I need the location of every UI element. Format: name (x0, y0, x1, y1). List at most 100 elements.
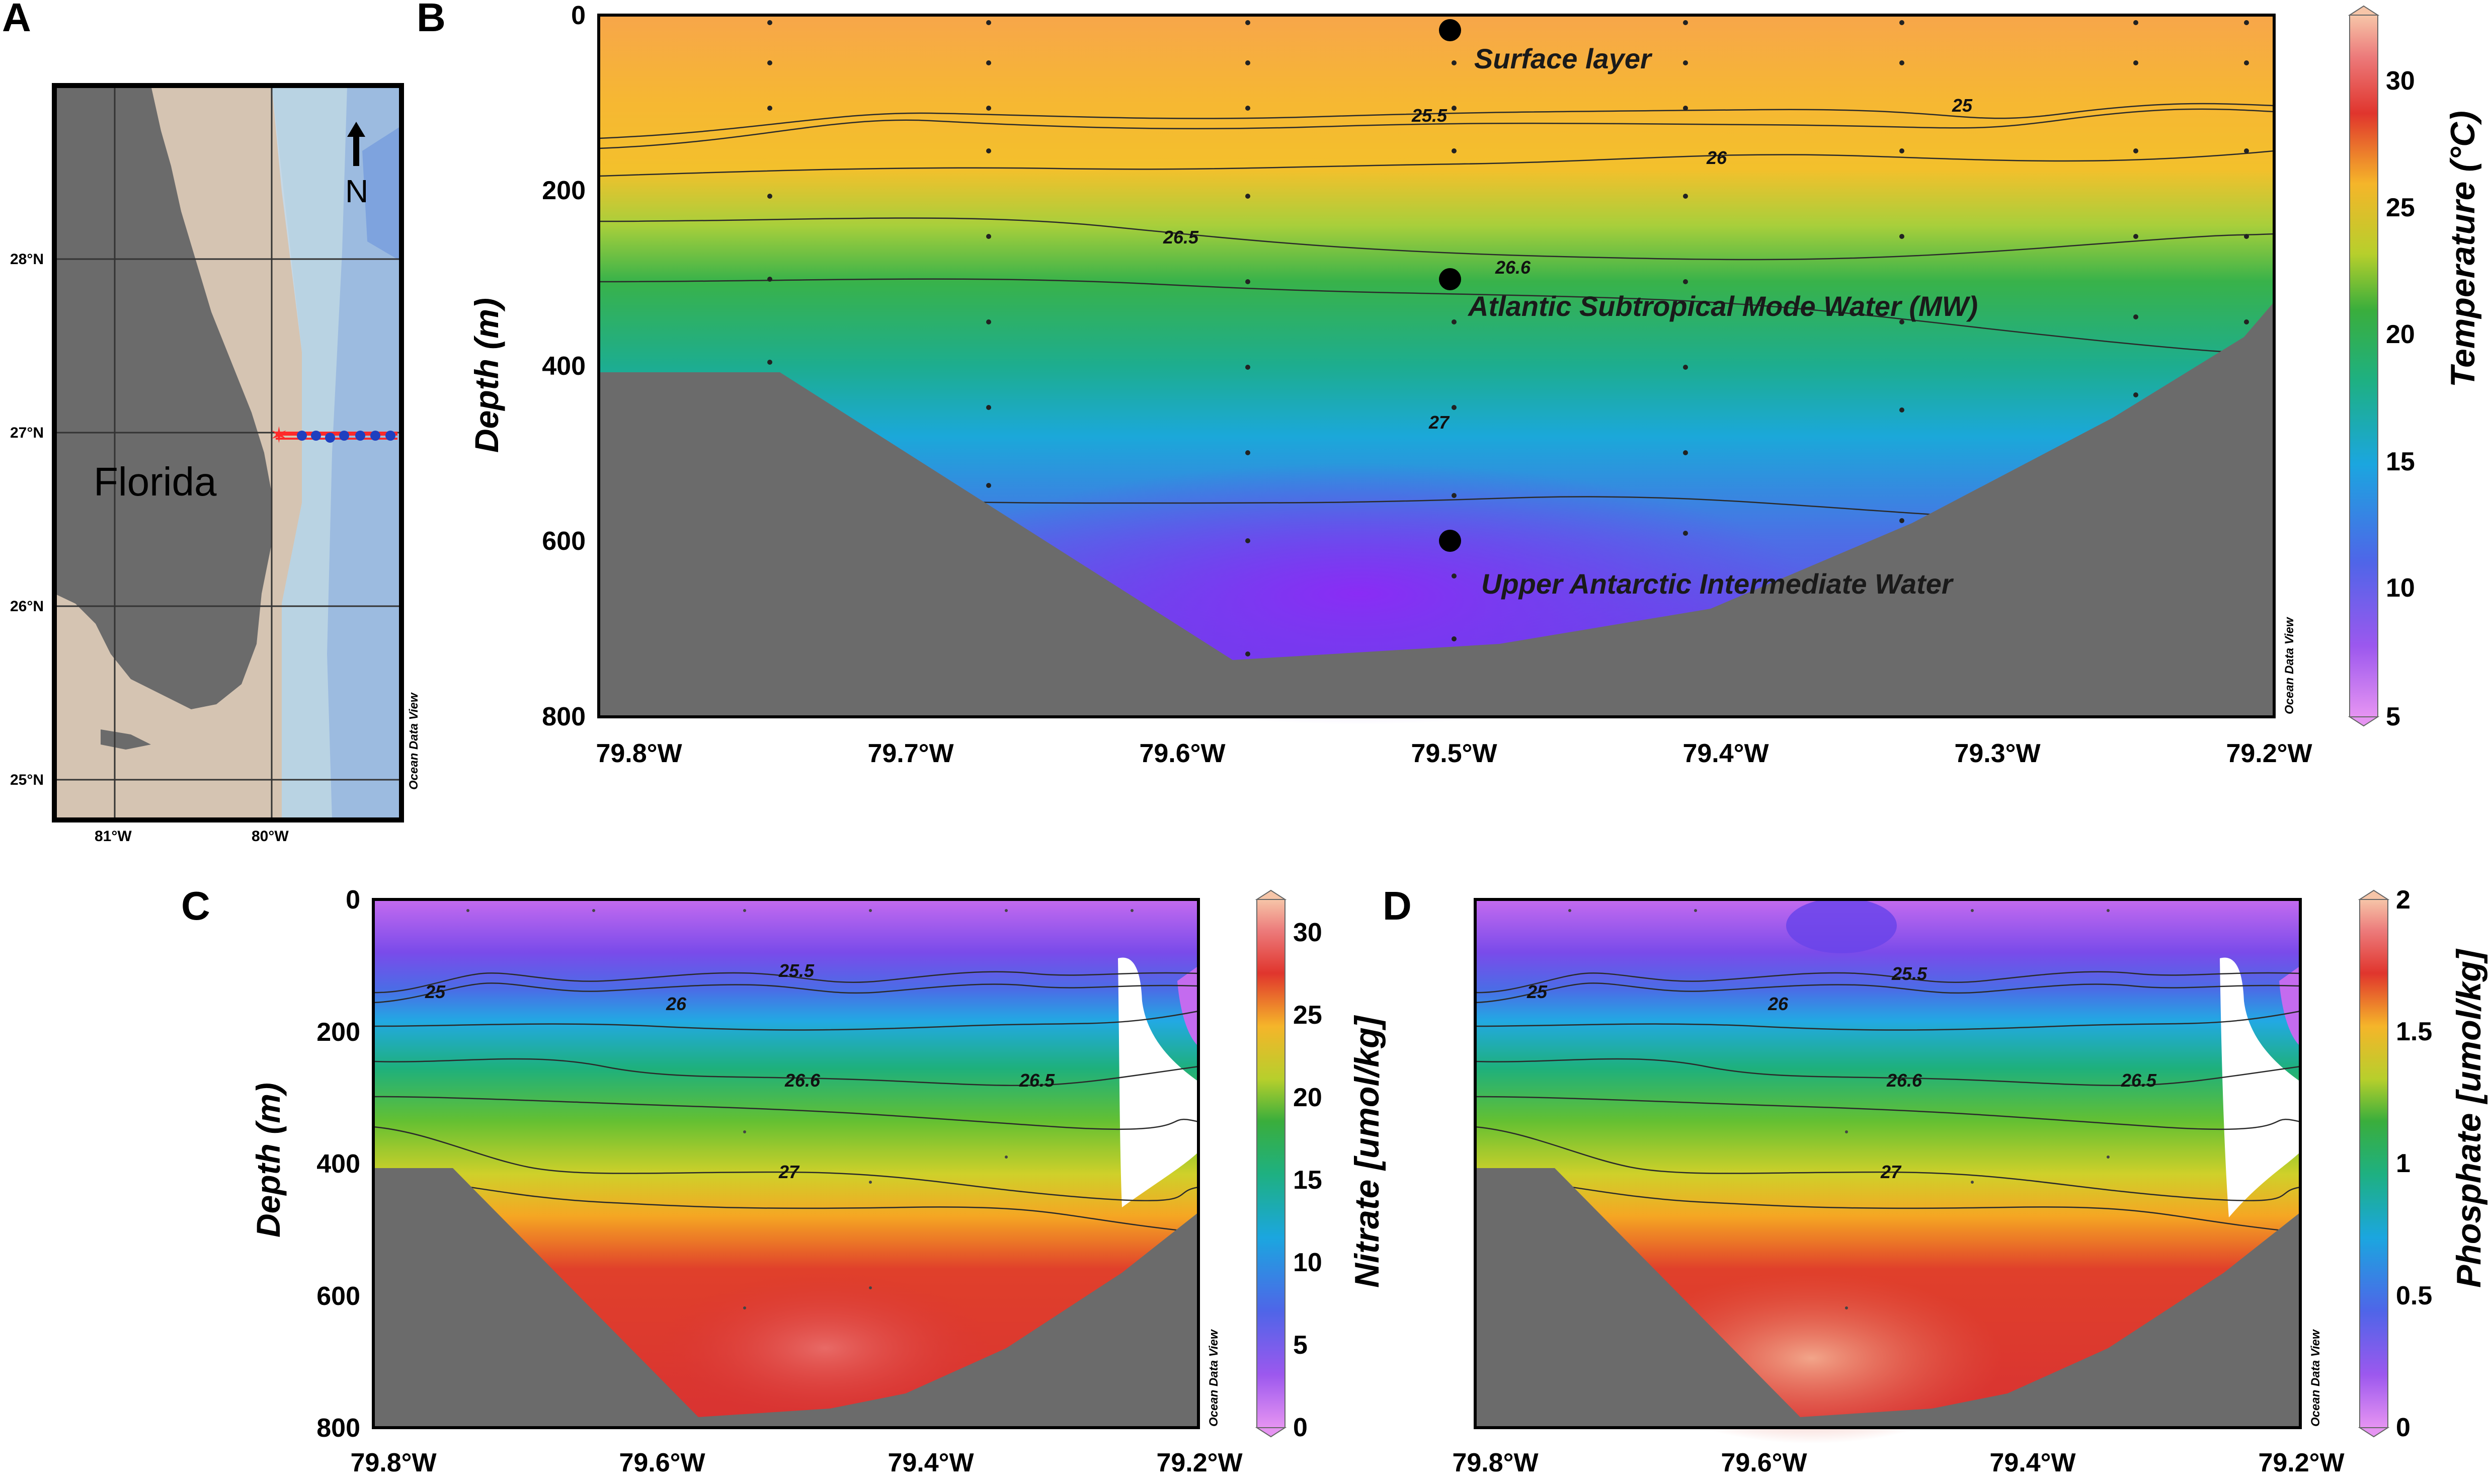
temp-y-tick-600: 600 (542, 527, 586, 556)
temp-cb-tick-20: 20 (2386, 320, 2415, 349)
nitrate-cb-tick-15: 15 (1293, 1166, 1322, 1195)
temp-contour-27: 27 (1428, 412, 1450, 433)
phosphate-cb-tick-0: 0 (2396, 1413, 2410, 1442)
nitrate-cb-tick-25: 25 (1293, 1001, 1322, 1030)
nitrate-cb-tick-5: 5 (1293, 1331, 1308, 1360)
temp-frame (597, 14, 2276, 718)
phosphate-colorbar-bottom-cap (2358, 1427, 2390, 1438)
phosphate-x-tick-79-2: 79.2°W (2258, 1448, 2345, 1477)
nitrate-colorbar-ticks: 0 5 10 15 20 25 30 (1293, 918, 1322, 1442)
map-land-label: Florida (94, 459, 217, 504)
temp-sampling-markers (1439, 19, 1461, 552)
temp-cb-tick-15: 15 (2386, 447, 2415, 476)
temp-colorbar-title: Temperature (°C) (2444, 111, 2482, 387)
nitrate-deep-core (659, 1273, 991, 1424)
phosphate-no-data (2220, 957, 2300, 1217)
phosphate-cb-tick-1: 1 (2396, 1149, 2410, 1178)
nitrate-contour-26-5: 26.5 (1019, 1070, 1055, 1091)
map-frame (52, 83, 404, 822)
nitrate-contour-26: 26 (666, 994, 687, 1014)
temp-isopycnals (598, 103, 2275, 544)
phosphate-cb-tick-2: 2 (2396, 885, 2410, 915)
north-arrow-icon (347, 122, 365, 166)
temp-y-tick-400: 400 (542, 352, 586, 381)
temp-colorbar (2349, 15, 2378, 717)
nitrate-colorbar (1256, 899, 1285, 1428)
panel-label-d: D (1383, 883, 1412, 928)
nitrate-y-tick-600: 600 (316, 1282, 360, 1311)
temp-colorbar-top-cap (2348, 5, 2380, 16)
nitrate-contour-25: 25 (425, 981, 446, 1002)
temp-contour-26-6: 26.6 (1495, 257, 1531, 278)
nitrate-cb-tick-10: 10 (1293, 1248, 1322, 1277)
temp-cb-tick-5: 5 (2386, 702, 2400, 731)
nitrate-y-ticks: 0 200 400 600 800 (316, 885, 360, 1443)
phosphate-colorbar-ticks: 0 0.5 1 1.5 2 (2396, 885, 2432, 1442)
map-keys (101, 729, 151, 750)
nitrate-frame (372, 898, 1200, 1429)
phosphate-contour-26-5: 26.5 (2121, 1070, 2157, 1091)
phosphate-contour-25-5: 25.5 (1891, 963, 1927, 984)
nitrate-y-tick-800: 800 (316, 1414, 360, 1443)
phosphate-seafloor (1475, 1168, 2300, 1428)
phosphate-contour-25: 25 (1526, 981, 1548, 1002)
temp-y-axis-title: Depth (m) (468, 298, 505, 453)
map-lon-81: 81°W (95, 828, 132, 845)
annotation-surface-layer: Surface layer (1474, 43, 1653, 74)
temp-station-dots (767, 20, 2249, 656)
phosphate-x-tick-79-8: 79.8°W (1452, 1448, 1539, 1477)
nitrate-contour-25-5: 25.5 (778, 960, 815, 981)
nitrate-contour-27: 27 (778, 1162, 800, 1182)
map-ocean-light (272, 86, 347, 820)
map-land (54, 86, 272, 709)
temp-contour-25-5: 25.5 (1411, 105, 1448, 126)
phosphate-colorbar (2359, 899, 2388, 1428)
panel-c-chart: 25 25.5 26 26.6 26.5 27 0 200 400 600 80… (250, 885, 1386, 1477)
temp-x-tick-79-4: 79.4°W (1682, 739, 1769, 768)
north-label: N (345, 173, 368, 209)
nitrate-y-tick-0: 0 (346, 885, 360, 915)
temp-x-ticks: 79.8°W 79.7°W 79.6°W 79.5°W 79.4°W 79.3°… (596, 739, 2312, 768)
map-lat-28: 28°N (10, 251, 44, 268)
nitrate-y-tick-200: 200 (316, 1018, 360, 1047)
temp-colorbar-ticks: 5 10 15 20 25 30 (2386, 66, 2415, 731)
annotation-mode-water: Atlantic Subtropical Mode Water (MW) (1467, 290, 1978, 322)
phosphate-surface-patch (1786, 898, 1897, 953)
transect-start-icon: ✶ (270, 423, 288, 448)
nitrate-x-tick-79-6: 79.6°W (619, 1448, 705, 1477)
nitrate-credit: Ocean Data View (1207, 1329, 1221, 1427)
nitrate-station-dots (466, 909, 1134, 1309)
nitrate-contour-26-6: 26.6 (784, 1070, 821, 1091)
nitrate-seafloor (373, 1168, 1198, 1428)
panel-b-chart: 25.5 25 26 26.5 26.6 27 Surface layer At… (468, 1, 2482, 768)
temp-colorbar-bottom-cap (2348, 716, 2380, 727)
nitrate-x-tick-79-8: 79.8°W (350, 1448, 437, 1477)
map-lat-26: 26°N (10, 598, 44, 615)
phosphate-x-tick-79-6: 79.6°W (1721, 1448, 1807, 1477)
nitrate-colorbar-top-cap (1255, 889, 1287, 900)
phosphate-contour-26-6: 26.6 (1886, 1070, 1922, 1091)
nitrate-y-axis-title: Depth (m) (250, 1083, 287, 1238)
phosphate-credit: Ocean Data View (2309, 1329, 2322, 1427)
temp-y-ticks: 0 200 400 600 800 (542, 1, 586, 731)
temp-cb-tick-30: 30 (2386, 66, 2415, 96)
map-ocean-deep (327, 86, 401, 820)
phosphate-station-dots (1568, 909, 2110, 1309)
temp-y-tick-200: 200 (542, 176, 586, 205)
panel-a-map: N Florida ✶ 28°N 27°N 26°N 25°N 81°W 80°… (10, 83, 421, 845)
phosphate-contour-27: 27 (1880, 1162, 1902, 1182)
nitrate-x-ticks: 79.8°W 79.6°W 79.4°W 79.2°W (350, 1448, 1243, 1477)
panel-label-a: A (2, 0, 31, 40)
phosphate-cb-tick-1-5: 1.5 (2396, 1017, 2432, 1046)
temp-cb-tick-25: 25 (2386, 193, 2415, 222)
panel-label-c: C (181, 883, 210, 928)
phosphate-cb-tick-0-5: 0.5 (2396, 1281, 2432, 1310)
temp-y-tick-800: 800 (542, 702, 586, 731)
temp-seafloor (599, 302, 2274, 717)
temp-x-tick-79-6: 79.6°W (1139, 739, 1226, 768)
temp-x-tick-79-8: 79.8°W (596, 739, 682, 768)
map-stations (297, 431, 395, 443)
temp-x-tick-79-3: 79.3°W (1954, 739, 2041, 768)
temp-credit: Ocean Data View (2283, 617, 2296, 714)
